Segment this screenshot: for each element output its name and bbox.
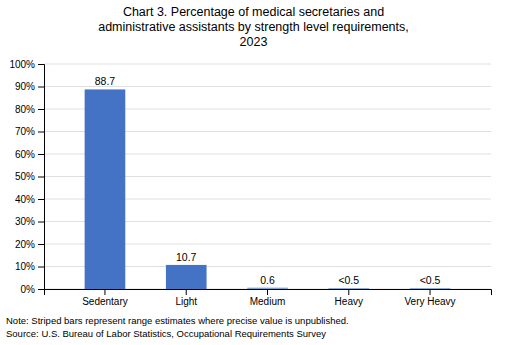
- y-tick: 20%: [15, 239, 44, 250]
- y-tick-label: 100%: [9, 59, 35, 70]
- x-tick: Light: [175, 289, 197, 307]
- x-tick-label: Heavy: [335, 296, 363, 307]
- y-axis: 0% 10% 20% 30% 40% 50% 60% 70% 80% 90% 100%: [9, 59, 44, 295]
- x-tick-label: Sedentary: [82, 296, 128, 307]
- y-tick-mark: [38, 154, 44, 155]
- x-tick: Heavy: [335, 289, 363, 307]
- x-axis-line: [45, 290, 492, 296]
- y-tick: 80%: [15, 104, 44, 115]
- y-tick-mark: [38, 289, 44, 290]
- bar: [247, 288, 288, 289]
- grid: [44, 64, 491, 289]
- x-tick-mark: [186, 289, 187, 295]
- x-tick-label: Medium: [250, 296, 286, 307]
- y-tick-mark: [38, 132, 44, 133]
- x-tick: Medium: [250, 289, 286, 307]
- y-tick-label: 30%: [15, 216, 35, 227]
- y-tick-label: 80%: [15, 104, 35, 115]
- x-tick-mark: [348, 289, 349, 295]
- y-tick: 0%: [21, 284, 44, 295]
- y-tick: 70%: [15, 126, 44, 137]
- x-axis: Sedentary Light Medium Heavy Very Heavy: [45, 289, 492, 307]
- data-labels: 88.7 10.7 0.6 <0.5 <0.5: [95, 75, 441, 286]
- data-label: <0.5: [338, 274, 359, 286]
- bar: [328, 288, 369, 289]
- data-label: 88.7: [95, 75, 116, 87]
- plot: 0% 10% 20% 30% 40% 50% 60% 70% 80% 90% 100% Sedenta…: [9, 59, 491, 307]
- y-tick: 90%: [15, 81, 44, 92]
- x-tick-label: Light: [175, 296, 197, 307]
- y-tick-mark: [38, 109, 44, 110]
- data-label: <0.5: [420, 274, 441, 286]
- y-tick-mark: [38, 244, 44, 245]
- y-tick-label: 40%: [15, 194, 35, 205]
- title: Chart 3. Percentage of medical secretari…: [98, 5, 409, 49]
- x-tick: Sedentary: [82, 289, 128, 307]
- y-tick-label: 10%: [15, 261, 35, 272]
- y-tick: 60%: [15, 149, 44, 160]
- bar: [85, 89, 126, 289]
- bars: [85, 89, 451, 289]
- x-tick-mark: [430, 289, 431, 295]
- y-tick-mark: [38, 177, 44, 178]
- grid-line: [44, 64, 491, 65]
- y-tick-mark: [38, 267, 44, 268]
- y-tick: 30%: [15, 216, 44, 227]
- data-label: 0.6: [260, 274, 275, 286]
- y-tick: 100%: [9, 59, 44, 70]
- y-tick-label: 60%: [15, 149, 35, 160]
- y-tick-label: 90%: [15, 81, 35, 92]
- note: Source: U.S. Bureau of Labor Statistics,…: [6, 328, 326, 339]
- y-tick: 40%: [15, 194, 44, 205]
- note: Note: Striped bars represent range estim…: [6, 315, 349, 326]
- y-tick-mark: [38, 87, 44, 88]
- y-tick-label: 20%: [15, 239, 35, 250]
- x-tick-label: Very Heavy: [404, 296, 455, 307]
- y-tick-mark: [38, 64, 44, 65]
- y-axis-line: [38, 65, 45, 290]
- chart: Chart 3. Percentage of medical secretari…: [0, 0, 507, 345]
- x-tick-mark: [267, 289, 268, 295]
- bar: [166, 265, 207, 289]
- x-tick: Very Heavy: [404, 289, 455, 307]
- y-tick: 50%: [15, 171, 44, 182]
- y-tick-label: 70%: [15, 126, 35, 137]
- bar: [410, 288, 451, 289]
- y-tick-label: 0%: [21, 284, 36, 295]
- data-label: 10.7: [176, 251, 197, 263]
- x-tick-mark: [104, 289, 105, 295]
- y-tick: 10%: [15, 261, 44, 272]
- y-tick-mark: [38, 222, 44, 223]
- y-tick-label: 50%: [15, 171, 35, 182]
- y-tick-mark: [38, 199, 44, 200]
